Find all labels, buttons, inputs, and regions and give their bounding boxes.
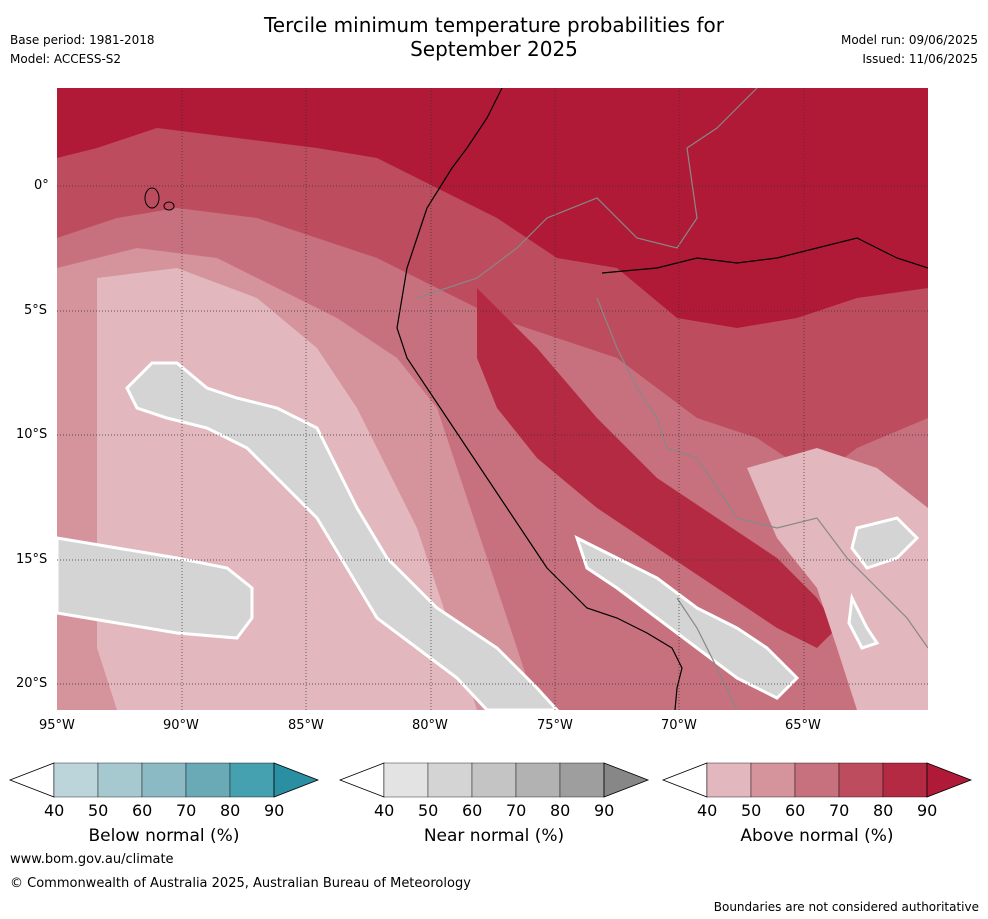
near-normal-region-4 (850, 516, 920, 570)
colorbar-tick-label: 70 (506, 801, 527, 820)
lat-label: 15°S (16, 552, 48, 567)
colorbar-extend-high (603, 762, 650, 798)
colorbar-tick-label: 90 (917, 801, 938, 820)
colorbar-tick-label: 50 (418, 801, 439, 820)
colorbar-tick-label: 80 (873, 801, 894, 820)
colorbar-segment (383, 762, 429, 798)
map-gridlines (57, 88, 928, 710)
base-period-text: Base period: 1981-2018 (10, 33, 155, 47)
colorbar-label-below: Below normal (%) (88, 826, 240, 846)
colorbar-extend-low (661, 762, 708, 798)
colorbar-below-normal (8, 762, 320, 798)
colorbar-extend-low (338, 762, 385, 798)
colorbar-segment (838, 762, 884, 798)
lon-label: 65°W (785, 718, 821, 733)
colorbar-tick-label: 80 (220, 801, 241, 820)
near-normal-region-1 (125, 361, 560, 710)
colorbar-extend-high (273, 762, 320, 798)
website-link[interactable]: www.bom.gov.au/climate (10, 852, 174, 867)
above-90-region (57, 88, 928, 328)
colorbar-tick-label: 60 (462, 801, 483, 820)
colorbar-tick-label: 50 (88, 801, 109, 820)
galapagos-island (144, 187, 160, 209)
lat-label: 5°S (24, 303, 48, 318)
lat-label: 0° (34, 178, 49, 193)
colorbar-segment (471, 762, 517, 798)
colorbar-tick-label: 90 (264, 801, 285, 820)
copyright-text: © Commonwealth of Australia 2025, Austra… (10, 876, 471, 891)
colorbar-label-near: Near normal (%) (423, 826, 565, 846)
colorbar-tick-label: 70 (176, 801, 197, 820)
colorbar-near-normal (338, 762, 650, 798)
colorbar-tick-label: 40 (697, 801, 718, 820)
colorbar-segment (706, 762, 752, 798)
near-normal-region-3 (574, 535, 800, 700)
lon-label: 90°W (163, 718, 199, 733)
colorbar-extend-high (926, 762, 973, 798)
model-run-text: Model run: 09/06/2025 (840, 33, 978, 47)
colorbar-segment (515, 762, 561, 798)
colorbar-tick-label: 80 (550, 801, 571, 820)
page-title: Tercile minimum temperature probabilitie… (0, 13, 988, 61)
galapagos-island (163, 201, 175, 211)
title-line-1: Tercile minimum temperature probabilitie… (263, 13, 725, 37)
issued-text: Issued: 11/06/2025 (862, 52, 978, 66)
colorbar-segment (97, 762, 143, 798)
colorbar-segment (427, 762, 473, 798)
colorbar-label-above: Above normal (%) (740, 826, 894, 846)
colorbar-segment (794, 762, 840, 798)
above-90-coastal (477, 288, 837, 648)
near-normal-region-2 (57, 536, 254, 640)
near-normal-region-5 (847, 592, 880, 650)
lon-label: 85°W (288, 718, 324, 733)
colorbar-segment (882, 762, 928, 798)
coastline-north (601, 237, 928, 274)
model-text: Model: ACCESS-S2 (10, 52, 122, 66)
disclaimer-text: Boundaries are not considered authoritat… (713, 900, 979, 914)
lon-label: 75°W (537, 718, 573, 733)
coastline (396, 88, 683, 710)
colorbar-tick-label: 40 (44, 801, 65, 820)
lon-label: 80°W (412, 718, 448, 733)
lon-label: 95°W (39, 718, 75, 733)
colorbar-segment (229, 762, 275, 798)
colorbar-tick-label: 40 (374, 801, 395, 820)
colorbar-tick-label: 50 (741, 801, 762, 820)
colorbar-segment (185, 762, 231, 798)
lon-label: 70°W (661, 718, 697, 733)
colorbar-segment (141, 762, 187, 798)
colorbar-segment (559, 762, 605, 798)
colorbar-tick-label: 90 (594, 801, 615, 820)
colorbar-extend-low (8, 762, 55, 798)
above-40-southeast (747, 448, 928, 710)
colorbar-tick-label: 60 (785, 801, 806, 820)
colorbar-segment (750, 762, 796, 798)
title-line-2: September 2025 (410, 37, 578, 61)
country-borders (416, 88, 928, 710)
colorbar-tick-label: 70 (829, 801, 850, 820)
colorbar-above-normal (661, 762, 973, 798)
colorbar-tick-label: 60 (132, 801, 153, 820)
probability-map (57, 88, 928, 710)
lat-label: 20°S (16, 676, 48, 691)
colorbar-segment (53, 762, 99, 798)
lat-label: 10°S (16, 427, 48, 442)
